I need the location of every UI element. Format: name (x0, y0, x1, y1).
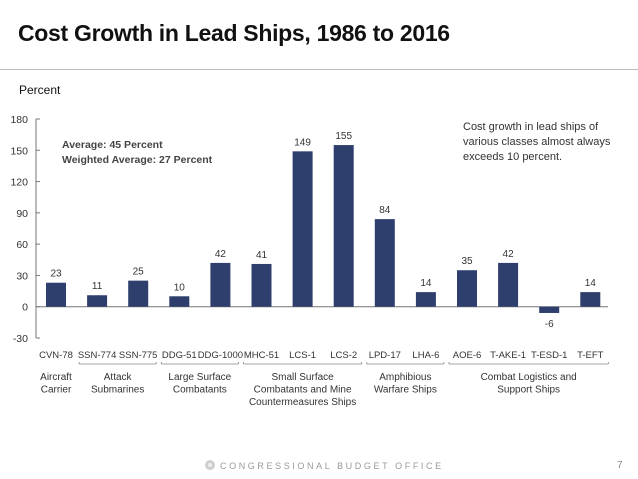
average-annotation: Average: 45 Percent (62, 139, 163, 151)
data-label: 42 (215, 249, 227, 260)
bar-mhc-51 (251, 263, 272, 307)
y-tick-label: 180 (10, 114, 28, 126)
page-number: 7 (617, 460, 623, 471)
y-tick-label: 60 (16, 239, 28, 251)
slide-title: Cost Growth in Lead Ships, 1986 to 2016 (18, 20, 450, 46)
x-tick-label: LCS-1 (289, 350, 316, 361)
y-tick-label: 150 (10, 145, 28, 157)
data-label: 41 (256, 250, 268, 261)
data-label: 35 (461, 256, 473, 267)
bar-aoe-6 (457, 270, 477, 307)
x-tick-label: LHA-6 (412, 350, 439, 361)
bar-lcs-1 (292, 151, 313, 307)
data-label: -6 (545, 319, 554, 330)
x-tick-label: MHC-51 (244, 350, 279, 361)
x-tick-label: DDG-51 (162, 350, 197, 361)
data-label: 14 (585, 278, 597, 289)
y-tick-label: 90 (16, 208, 28, 220)
data-label: 84 (379, 205, 391, 216)
x-tick-label: T-ESD-1 (531, 350, 567, 361)
bar-ddg-51 (169, 296, 190, 307)
x-tick-label: LCS-2 (330, 350, 357, 361)
data-label: 155 (335, 131, 352, 142)
bar-lpd-17 (374, 219, 395, 307)
cbo-logo-icon (205, 460, 215, 470)
x-tick-label: SSN-775 (119, 350, 158, 361)
bar-ddg-1000 (210, 262, 231, 307)
y-tick-label: 0 (22, 302, 28, 314)
bar-ssn-774 (87, 295, 108, 307)
bar-lcs-2 (333, 145, 354, 307)
bar-t-esd-1 (539, 306, 560, 313)
note-annotation: Cost growth in lead ships of (463, 121, 599, 133)
group-label: Small Surface (271, 372, 334, 383)
footer-organization: CONGRESSIONAL BUDGET OFFICE (204, 461, 444, 471)
y-tick-label: -30 (13, 333, 28, 345)
x-tick-label: SSN-774 (78, 350, 117, 361)
data-label: 25 (133, 267, 145, 278)
group-label: Aircraft (40, 372, 72, 383)
data-label: 149 (294, 137, 311, 148)
bar-t-eft (580, 292, 601, 307)
data-label: 23 (50, 269, 62, 280)
x-tick-label: LPD-17 (369, 350, 401, 361)
group-label: Carrier (41, 385, 72, 396)
note-annotation: various classes almost always (463, 136, 611, 148)
data-label: 11 (92, 281, 103, 292)
x-tick-label: T-AKE-1 (490, 350, 526, 361)
group-label: Combatants and Mine (254, 385, 352, 396)
data-label: 10 (174, 282, 186, 293)
note-annotation: exceeds 10 percent. (463, 151, 562, 163)
y-tick-label: 120 (10, 177, 28, 189)
group-label: Submarines (91, 385, 144, 396)
footer-org-text: CONGRESSIONAL BUDGET OFFICE (220, 461, 444, 471)
data-label: 14 (420, 278, 432, 289)
x-tick-label: T-EFT (577, 350, 604, 361)
group-label: Support Ships (497, 385, 560, 396)
group-label: Combatants (173, 385, 227, 396)
data-label: 42 (503, 249, 515, 260)
bar-t-ake-1 (498, 262, 519, 307)
bar-chart: -30 0 30 60 90 120 150 180 23 CVN-78 11 SSN-774 25 SS… (10, 114, 611, 408)
x-tick-label: DDG-1000 (198, 350, 243, 361)
group-label: Combat Logistics and (481, 372, 577, 383)
group-label: Countermeasures Ships (249, 397, 356, 408)
y-axis-unit-label: Percent (19, 83, 61, 97)
y-tick-label: 30 (16, 270, 28, 282)
group-label: Amphibious (379, 372, 431, 383)
weighted-average-annotation: Weighted Average: 27 Percent (62, 154, 213, 166)
bar-lha-6 (415, 292, 436, 307)
x-tick-label: CVN-78 (39, 350, 73, 361)
x-tick-label: AOE-6 (453, 350, 482, 361)
group-label: Large Surface (168, 372, 231, 383)
group-label: Attack (104, 372, 133, 383)
title-divider (0, 69, 638, 70)
bar-cvn-78 (46, 282, 66, 307)
bar-ssn-775 (128, 280, 149, 307)
group-label: Warfare Ships (374, 385, 437, 396)
